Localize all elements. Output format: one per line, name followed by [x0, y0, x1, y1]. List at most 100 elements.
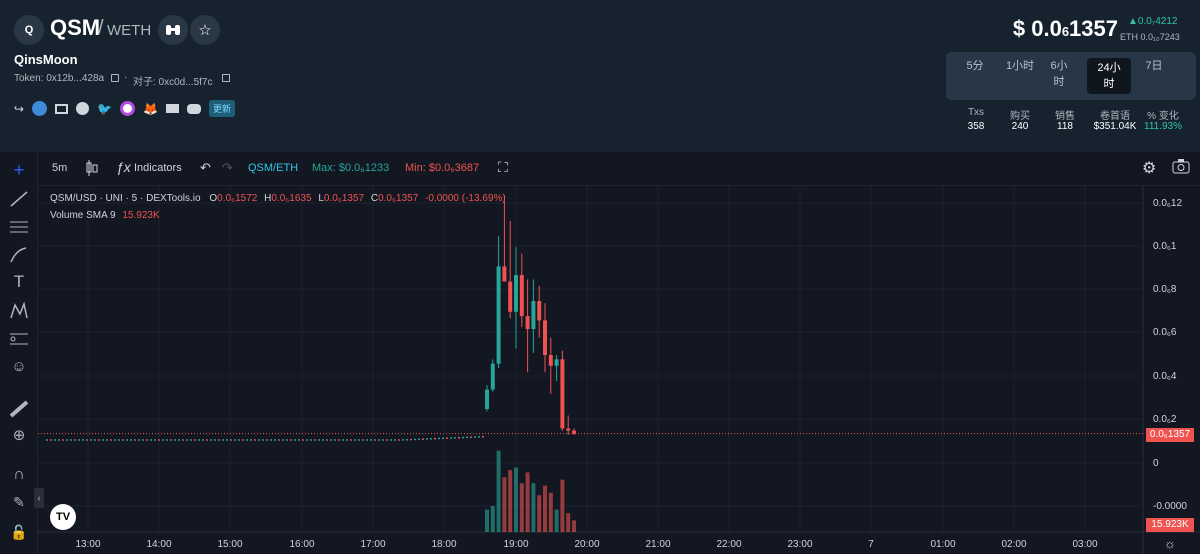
candle-body [525, 316, 530, 330]
legend-h-label: H [264, 193, 272, 204]
legend-delta: -0.0000 (-13.69%) [425, 193, 506, 204]
candle-body [560, 359, 565, 429]
undo-icon[interactable]: ↶ [200, 160, 211, 175]
stat-buys-label: 购买 [1010, 111, 1030, 122]
volume-bar [502, 477, 507, 532]
trendline-icon[interactable] [8, 188, 30, 210]
candle-type-icon[interactable] [86, 160, 98, 179]
fib-icon[interactable] [8, 328, 30, 350]
x-tick: 13:00 [75, 539, 101, 550]
lock-icon[interactable]: 🔓 [10, 524, 28, 540]
pair-separator: / [98, 17, 104, 39]
x-tick: 22:00 [716, 539, 742, 550]
ruler-icon[interactable] [8, 398, 30, 420]
website-icon[interactable] [55, 103, 69, 114]
stat-volume-value: $351.04K [1093, 121, 1137, 132]
candle-body [514, 275, 518, 312]
current-price: $ 0.061357 [1012, 16, 1118, 41]
candle-body [485, 389, 489, 409]
twitter-icon[interactable]: 🐦 [97, 101, 113, 116]
volume-legend: Volume SMA 9 15.923K [50, 210, 160, 221]
favorite-button[interactable]: ☆ [190, 15, 220, 45]
legend-l-label: L [318, 193, 324, 204]
camera-icon[interactable] [1172, 158, 1190, 177]
volume-bar [525, 472, 530, 532]
token-symbol: QSM [50, 15, 101, 40]
max-price: Max: $0.0₆1233 [312, 162, 390, 174]
time-settings-icon[interactable]: ☼ [1164, 536, 1176, 551]
stat-buys-value: 240 [1011, 121, 1029, 132]
horizontal-lines-icon[interactable] [8, 216, 30, 238]
indicators-button[interactable]: Indicators [134, 162, 182, 174]
token-name: QinsMoon [14, 52, 78, 67]
text-icon[interactable]: T [13, 272, 25, 291]
share-icon[interactable]: ↪ [14, 101, 25, 116]
interval-button[interactable]: 5m [52, 162, 68, 174]
binoculars-icon [166, 25, 180, 35]
tf-24h[interactable]: 24小 时 [1087, 58, 1131, 94]
metamask-icon[interactable]: 🦊 [143, 101, 158, 116]
candle-body [548, 355, 553, 366]
x-tick: 19:00 [503, 539, 529, 550]
tf-1h[interactable]: 1小时 [1005, 60, 1035, 72]
token-logo: Q [14, 15, 44, 45]
volume-legend-label: Volume SMA 9 [50, 210, 116, 221]
crosshair-icon[interactable]: + [13, 160, 25, 180]
magnet-icon[interactable]: ∩ [13, 466, 25, 483]
discord-icon[interactable] [186, 103, 201, 114]
chart-legend: QSM/USD · UNI · 5 · DEXTools.io O0.0₆157… [50, 193, 506, 204]
stat-sells-value: 118 [1057, 121, 1073, 132]
volume-bar [543, 485, 547, 532]
pair-toggle[interactable]: QSM/ETH [248, 162, 299, 174]
indicators-icon[interactable]: ƒx [116, 159, 131, 175]
dextools-icon[interactable] [120, 101, 136, 116]
fullscreen-icon[interactable]: ⛶ [498, 159, 508, 175]
legend-high: 0.0₆1635 [271, 193, 312, 204]
y-tick: -0.0000 [1153, 501, 1187, 512]
volume-bar [514, 467, 518, 532]
copy-token-icon[interactable] [111, 74, 119, 82]
y-tick: 0 [1153, 458, 1159, 469]
binoculars-button[interactable] [158, 15, 188, 45]
drawing-toolbar: + T ☺ ⊕ ∩ ✎ 🔓 [0, 152, 38, 554]
update-badge[interactable]: 更新 [208, 100, 235, 117]
candle-body [508, 281, 513, 312]
price-chart[interactable] [0, 152, 1200, 554]
redo-icon[interactable]: ↷ [222, 160, 233, 175]
volume-bar [496, 450, 501, 532]
brush-icon[interactable] [8, 244, 30, 266]
volume-bar [537, 495, 542, 532]
lock-drawing-icon[interactable]: ✎ [13, 494, 25, 510]
x-tick: 21:00 [645, 539, 671, 550]
tf-7d[interactable]: 7日 [1145, 60, 1163, 72]
y-tick: 0.0₆8 [1153, 284, 1177, 295]
y-tick: 0.0₆6 [1153, 327, 1177, 338]
y-tick: 0.0₆12 [1153, 198, 1183, 209]
price-tag: 0.0₆1357 [1146, 428, 1194, 442]
zoom-icon[interactable]: ⊕ [12, 427, 26, 444]
chart-icon[interactable] [32, 101, 48, 116]
legend-low: 0.0₆1357 [323, 193, 365, 204]
copy-pair-icon[interactable] [222, 74, 230, 82]
tf-5m[interactable]: 5分 [966, 60, 984, 72]
tf-6h[interactable]: 6小 时 [1050, 60, 1068, 88]
pattern-icon[interactable] [8, 300, 30, 322]
candle-body [502, 266, 507, 282]
volume-bar [531, 483, 536, 532]
chart-panel: + T ☺ ⊕ ∩ ✎ 🔓 5m ƒx Indicators ↶ ↷ QSM/E… [0, 152, 1200, 554]
collapse-toolbar-button[interactable]: ‹ [34, 488, 44, 508]
candle-body [537, 301, 542, 321]
x-tick: 18:00 [431, 539, 457, 550]
candle-body [519, 275, 524, 317]
x-tick: 20:00 [574, 539, 600, 550]
y-tick: 0.0₆2 [1153, 414, 1177, 425]
price-change: ▲0.0₇4212 [1128, 16, 1178, 27]
x-tick: 01:00 [930, 539, 956, 550]
smiley-icon[interactable]: ☺ [11, 358, 27, 375]
x-tick: 15:00 [217, 539, 243, 550]
volume-legend-value: 15.923K [122, 210, 160, 221]
email-icon[interactable] [165, 104, 179, 113]
settings-icon[interactable]: ⚙ [1142, 160, 1157, 177]
chart-toolbar: 5m ƒx Indicators ↶ ↷ QSM/ETH Max: $0.0₆1… [38, 152, 1200, 186]
telegram-icon[interactable] [76, 102, 90, 115]
